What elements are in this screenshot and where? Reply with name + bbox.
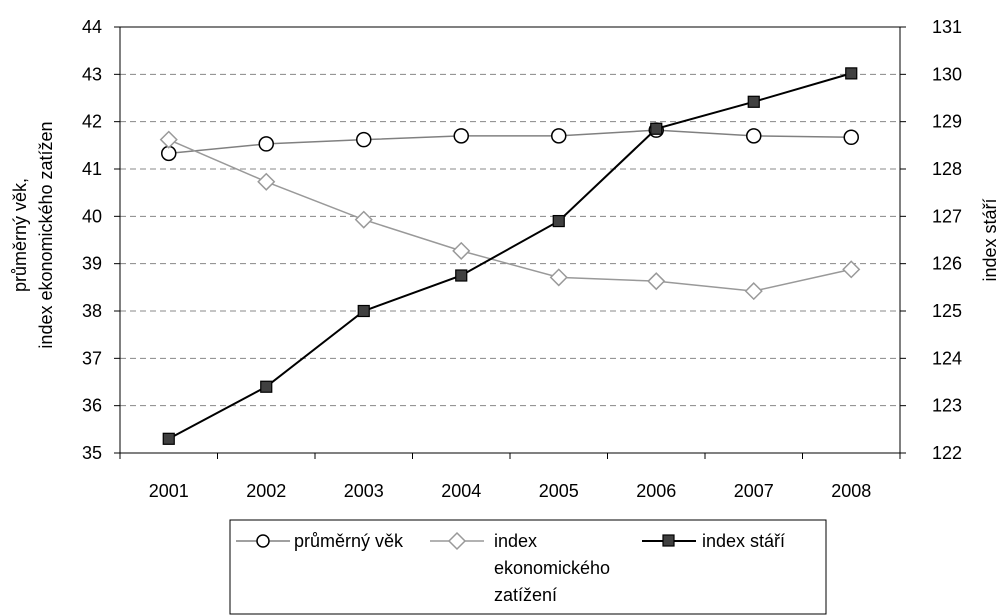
series-layer <box>159 67 861 445</box>
legend-label-prumerny-vek: průměrný věk <box>294 531 404 551</box>
grid-lines <box>120 73 900 407</box>
series-line <box>168 72 852 440</box>
right-tick-label: 123 <box>932 396 962 416</box>
left-tick-label: 38 <box>82 301 102 321</box>
legend-box <box>229 519 827 615</box>
data-point <box>552 214 565 228</box>
data-point <box>744 282 763 301</box>
x-tick-label: 2002 <box>246 481 286 501</box>
legend-label-index-ekonomickeho-zatizeni-line-2: ekonomického <box>494 558 610 578</box>
left-tick-label: 35 <box>82 443 102 463</box>
left-tick-label: 41 <box>82 159 102 179</box>
x-tick-label: 2004 <box>441 481 481 501</box>
right-axis-title: index stáří <box>980 198 1000 281</box>
right-tick-label: 131 <box>932 17 962 37</box>
legend-label-index-ekonomickeho-zatizeni-line-1: index <box>494 531 537 551</box>
legend-item-prumerny-vek: průměrný věk <box>236 531 404 551</box>
left-tick-label: 37 <box>82 348 102 368</box>
data-point <box>354 210 373 229</box>
right-tick-label: 126 <box>932 254 962 274</box>
x-tick-label: 2001 <box>149 481 189 501</box>
right-tick-label: 125 <box>932 301 962 321</box>
data-point <box>258 136 274 152</box>
left-tick-label: 44 <box>82 17 102 37</box>
data-point <box>260 380 273 393</box>
data-point <box>551 128 567 144</box>
right-tick-label: 130 <box>932 64 962 84</box>
x-tick-label: 2005 <box>539 481 579 501</box>
data-point <box>747 95 760 108</box>
plot-area <box>119 26 901 454</box>
right-tick-label: 122 <box>932 443 962 463</box>
right-tick-label: 128 <box>932 159 962 179</box>
legend-item-index-stari: index stáří <box>642 531 785 551</box>
data-point <box>162 432 175 445</box>
series-line <box>168 138 852 292</box>
left-axis-title-line-1: průměrný věk, <box>10 178 30 292</box>
data-point <box>746 128 762 144</box>
legend: průměrný věk index ekonomického zatížení… <box>229 519 827 615</box>
left-tick-label: 40 <box>82 206 102 226</box>
data-point <box>357 304 370 318</box>
legend-label-index-ekonomickeho-zatizeni-line-3: zatížení <box>494 585 557 605</box>
x-tick-label: 2003 <box>344 481 384 501</box>
x-tick-label: 2008 <box>831 481 871 501</box>
left-tick-label: 43 <box>82 64 102 84</box>
legend-marker-diamond <box>447 531 467 551</box>
series-1 <box>159 130 861 301</box>
right-axis-ticks: 122 123 124 125 126 127 128 129 130 131 <box>900 17 962 463</box>
legend-marker-circle <box>256 534 270 548</box>
left-axis-ticks: 35 36 37 38 39 40 41 42 43 44 <box>82 17 120 463</box>
right-tick-label: 127 <box>932 206 962 226</box>
data-point <box>257 172 276 191</box>
right-tick-label: 124 <box>932 348 962 368</box>
data-point <box>843 129 859 146</box>
data-point <box>549 268 568 287</box>
data-point <box>842 260 861 279</box>
data-point <box>159 130 178 149</box>
legend-item-index-ekonomickeho-zatizeni: index ekonomického zatížení <box>430 531 610 605</box>
legend-label-index-stari: index stáří <box>702 531 785 551</box>
data-point <box>356 131 372 148</box>
x-tick-label: 2006 <box>636 481 676 501</box>
data-point <box>453 128 469 144</box>
left-tick-label: 39 <box>82 254 102 274</box>
left-tick-label: 36 <box>82 396 102 416</box>
left-tick-label: 42 <box>82 112 102 132</box>
legend-marker-square <box>662 534 675 547</box>
left-axis-title-line-2: index ekonomického zatížen <box>36 121 56 348</box>
data-point <box>845 67 858 80</box>
data-point <box>455 269 468 282</box>
x-axis-ticks: 2001 2002 2003 2004 2005 2006 2007 2008 <box>119 453 901 501</box>
data-point <box>647 272 666 291</box>
series-line <box>168 129 852 155</box>
data-point <box>650 122 663 135</box>
x-tick-label: 2007 <box>734 481 774 501</box>
data-point <box>452 241 471 260</box>
right-tick-label: 129 <box>932 112 962 132</box>
series-2 <box>162 67 858 445</box>
series-0 <box>161 122 859 162</box>
